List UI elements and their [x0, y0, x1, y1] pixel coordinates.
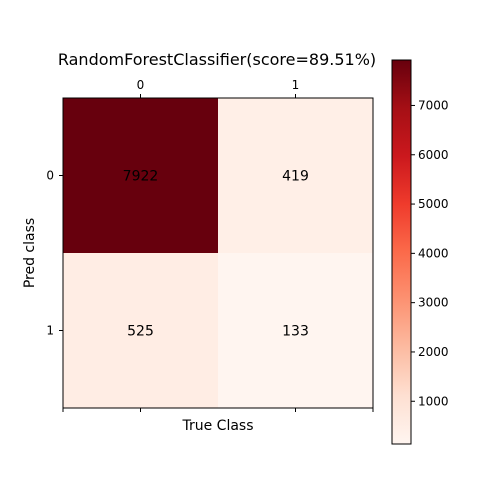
heatmap-cell — [63, 253, 218, 408]
colorbar-tick-label: 6000 — [418, 148, 449, 162]
cell-value-label: 133 — [282, 324, 309, 340]
colorbar-tick-label: 3000 — [418, 296, 449, 310]
y-ticks: 01 — [46, 169, 63, 338]
colorbar-tick-label: 5000 — [418, 197, 449, 211]
plot-frame — [62, 97, 374, 409]
x-tick-label: 1 — [292, 78, 300, 92]
cell-value-label: 419 — [282, 169, 309, 185]
x-tick-label: 0 — [137, 78, 145, 92]
y-axis-label: Pred class — [22, 218, 38, 288]
colorbar-ticks: 1000 2000 3000 4000 5000 6000 7000 — [411, 98, 449, 408]
cell-value-label: 525 — [127, 324, 154, 340]
heatmap-cell — [218, 253, 373, 408]
y-tick-label: 1 — [46, 324, 54, 338]
colorbar-tick-label: 7000 — [418, 98, 449, 112]
heatmap-cell — [63, 98, 218, 253]
heatmap-cells: 7922 419 525 133 — [63, 98, 373, 408]
colorbar-tick-label: 2000 — [418, 345, 449, 359]
y-tick-label: 0 — [46, 169, 54, 183]
colorbar-tick-label: 4000 — [418, 246, 449, 260]
x-axis-label: True Class — [181, 418, 253, 434]
colorbar — [391, 59, 412, 445]
colorbar-tick-label: 1000 — [418, 394, 449, 408]
chart-title: RandomForestClassifier(score=89.51%) — [58, 50, 376, 69]
cell-value-label: 7922 — [123, 169, 159, 185]
heatmap-cell — [218, 98, 373, 253]
